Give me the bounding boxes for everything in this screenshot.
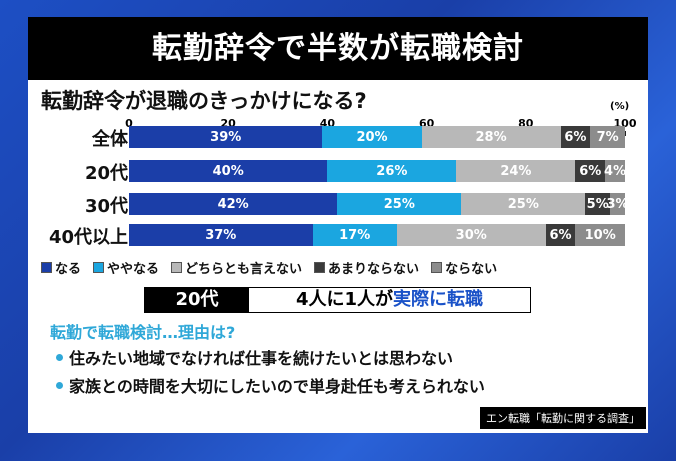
legend-swatch bbox=[314, 262, 326, 273]
reason-item: 住みたい地域でなければ仕事を続けたいとは思わない bbox=[56, 345, 453, 369]
reason-item: 家族との時間を大切にしたいので単身赴任も考えられない bbox=[56, 373, 485, 397]
category-label: 40代以上 bbox=[48, 227, 128, 248]
bar-segment: 17% bbox=[312, 224, 397, 246]
bar-segment: 3% bbox=[607, 193, 629, 215]
bar-segment: 39% bbox=[129, 126, 323, 148]
legend-item: ならない bbox=[431, 258, 497, 277]
unit-label: (%) bbox=[610, 101, 630, 112]
legend-label: なる bbox=[55, 262, 82, 277]
bar-segment: 37% bbox=[129, 224, 313, 246]
bar-segment: 40% bbox=[129, 160, 328, 182]
bar-segment: 10% bbox=[575, 224, 625, 246]
legend-label: ややなる bbox=[107, 262, 160, 277]
bar-segment: 25% bbox=[461, 193, 586, 215]
legend-swatch bbox=[431, 262, 443, 273]
bullet-icon bbox=[56, 353, 63, 361]
bar-segment: 26% bbox=[327, 160, 457, 182]
bar-segment: 5% bbox=[585, 193, 611, 215]
bar-segment: 42% bbox=[129, 193, 338, 215]
bar-segment: 6% bbox=[560, 126, 591, 148]
banner-age: 20代 bbox=[145, 288, 249, 312]
legend-swatch bbox=[171, 262, 183, 273]
legend-item: ややなる bbox=[93, 258, 159, 277]
bar-segment: 28% bbox=[421, 126, 561, 148]
category-label: 20代 bbox=[84, 163, 128, 184]
infographic-panel: 転勤辞令で半数が転職検討 転勤辞令が退職のきっかけになる? (%) 0 20 40 6… bbox=[28, 17, 648, 433]
headline: 転勤辞令で半数が転職検討 bbox=[28, 17, 648, 80]
category-label: 30代 bbox=[84, 196, 128, 217]
bar-segment: 20% bbox=[322, 126, 422, 148]
legend-label: ならない bbox=[445, 262, 498, 277]
legend-item: どちらとも言えない bbox=[171, 258, 302, 277]
bar-segment: 7% bbox=[590, 126, 625, 148]
bullet-icon bbox=[56, 381, 63, 389]
banner-message: 4人に1人が実際に転職 bbox=[249, 288, 530, 312]
category-label: 全体 bbox=[92, 129, 128, 150]
legend-label: あまりならない bbox=[328, 262, 420, 277]
reasons-heading: 転勤で転職検討…理由は? bbox=[50, 323, 236, 342]
bar-segment: 4% bbox=[604, 160, 626, 182]
banner-highlight: 実際に転職 bbox=[393, 289, 484, 310]
reason-text: 住みたい地域でなければ仕事を続けたいとは思わない bbox=[69, 349, 454, 368]
legend-swatch bbox=[93, 262, 105, 273]
highlight-banner: 20代 4人に1人が実際に転職 bbox=[144, 287, 531, 313]
x-tick-label: 0 bbox=[125, 117, 133, 130]
legend-label: どちらとも言えない bbox=[185, 262, 303, 277]
bar-segment: 6% bbox=[575, 160, 606, 182]
banner-text: 4人に1人が bbox=[295, 289, 394, 310]
legend: なる ややなる どちらとも言えない あまりならない ならない bbox=[41, 258, 497, 277]
legend-item: なる bbox=[41, 258, 81, 277]
chart-title: 転勤辞令が退職のきっかけになる? bbox=[41, 89, 367, 113]
source-label: エン転職「転勤に関する調査」 bbox=[480, 407, 646, 429]
bar-segment: 30% bbox=[396, 224, 546, 246]
reason-text: 家族との時間を大切にしたいので単身赴任も考えられない bbox=[69, 377, 485, 396]
legend-item: あまりならない bbox=[314, 258, 419, 277]
x-tick-mark bbox=[625, 131, 626, 136]
bar-segment: 24% bbox=[456, 160, 576, 182]
bar-segment: 25% bbox=[337, 193, 462, 215]
bar-segment: 6% bbox=[545, 224, 576, 246]
legend-swatch bbox=[41, 262, 52, 273]
